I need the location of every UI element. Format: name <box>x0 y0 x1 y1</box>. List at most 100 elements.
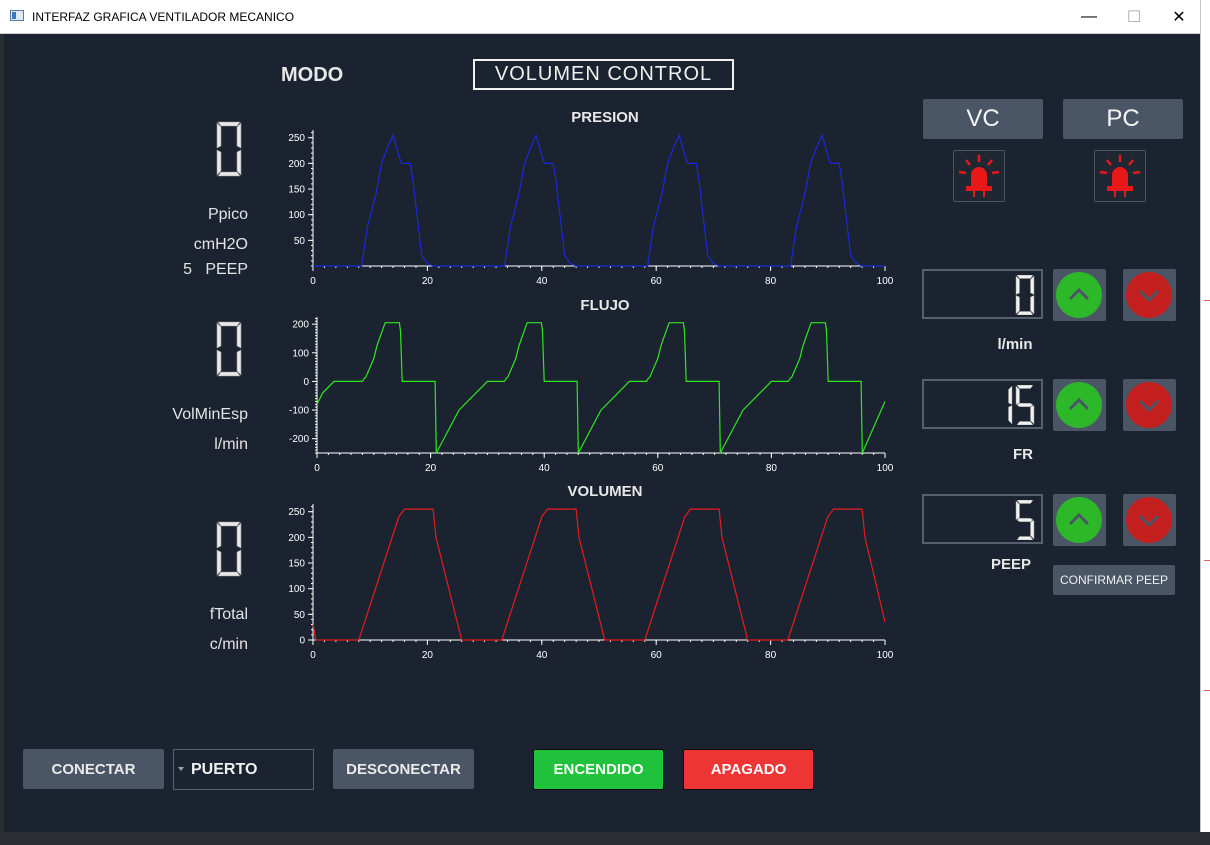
flow-down-button[interactable] <box>1123 269 1176 321</box>
y-tick-label: 200 <box>288 533 305 544</box>
lcd-segment <box>1016 500 1034 504</box>
lcd-segment <box>1016 421 1034 425</box>
lcd-segment <box>1016 403 1034 407</box>
chevron-up-icon <box>1068 287 1090 301</box>
volumen-chart-title: VOLUMEN <box>567 483 643 500</box>
volumen-chart: 0 50 100 150 200 250 0 20 40 60 80 100 <box>288 504 894 661</box>
peep-readout-value: 5 <box>183 261 192 278</box>
port-select[interactable]: PUERTO <box>173 749 314 790</box>
peep-label: PEEP <box>990 556 1032 573</box>
peep-display <box>922 494 1043 544</box>
x-tick-label: 0 <box>310 276 316 287</box>
chevron-down-icon <box>1138 514 1160 528</box>
x-tick-label: 20 <box>425 463 437 474</box>
mode-label: MODO <box>281 64 344 86</box>
window-title: INTERFAZ GRAFICA VENTILADOR MECANICO <box>32 10 295 24</box>
lcd-segment <box>1030 405 1035 425</box>
ppico-unit: cmH2O <box>193 236 248 253</box>
chevron-up-icon <box>1068 512 1090 526</box>
y-tick-label: 0 <box>299 636 305 647</box>
volminesp-label: VolMinEsp <box>172 406 248 423</box>
maximize-button[interactable]: ☐ <box>1126 8 1142 26</box>
close-button[interactable]: ✕ <box>1172 8 1186 26</box>
y-tick-label: 50 <box>294 236 306 247</box>
lcd-segment <box>1008 385 1013 405</box>
ppico-label: Ppico <box>207 206 248 223</box>
background-window-edge <box>1200 0 1210 845</box>
vc-alarm-icon <box>953 150 1005 202</box>
x-tick-label: 80 <box>765 276 777 287</box>
confirm-peep-button[interactable]: CONFIRMAR PEEP <box>1053 565 1175 595</box>
x-tick-label: 80 <box>765 650 777 661</box>
x-tick-label: 20 <box>422 650 434 661</box>
x-tick-label: 40 <box>539 463 551 474</box>
ftotal-lcd <box>216 521 242 577</box>
peep-readout-label: PEEP <box>205 261 248 278</box>
y-tick-label: 50 <box>294 610 306 621</box>
y-tick-label: 100 <box>292 348 309 359</box>
volminesp-lcd <box>216 321 242 377</box>
mode-display: VOLUMEN CONTROL <box>473 59 734 90</box>
flujo-chart: -200 -100 0 100 200 0 20 40 60 80 100 <box>289 317 894 474</box>
lcd-segment <box>1015 500 1020 520</box>
app-icon <box>10 10 24 21</box>
x-tick-label: 40 <box>536 276 548 287</box>
pc-button[interactable]: PC <box>1063 99 1183 139</box>
peep-down-button[interactable] <box>1123 494 1176 546</box>
pc-alarm-icon <box>1094 150 1146 202</box>
power-on-button[interactable]: ENCENDIDO <box>533 749 664 790</box>
ppico-lcd <box>216 121 242 177</box>
flow-up-button[interactable] <box>1053 269 1106 321</box>
fr-lcd-digits <box>1008 385 1035 425</box>
title-bar: INTERFAZ GRAFICA VENTILADOR MECANICO — ☐… <box>0 0 1200 34</box>
lcd-segment <box>1008 405 1013 425</box>
y-tick-label: -100 <box>289 406 309 417</box>
chevron-up-icon <box>1068 397 1090 411</box>
x-tick-label: 60 <box>651 650 663 661</box>
peep-up-button[interactable] <box>1053 494 1106 546</box>
y-tick-label: 100 <box>288 210 305 221</box>
port-select-value: PUERTO <box>191 761 258 778</box>
y-tick-label: 100 <box>288 584 305 595</box>
x-tick-label: 80 <box>766 463 778 474</box>
y-tick-label: 200 <box>288 159 305 170</box>
lcd-segment <box>1030 520 1035 540</box>
dropdown-caret-icon <box>178 767 184 771</box>
lcd-segment <box>1015 295 1020 315</box>
peep-lcd-digits <box>1015 500 1035 540</box>
fr-up-button[interactable] <box>1053 379 1106 431</box>
vc-button[interactable]: VC <box>923 99 1043 139</box>
y-tick-label: 150 <box>288 185 305 196</box>
power-off-button[interactable]: APAGADO <box>683 749 814 790</box>
y-tick-label: 0 <box>303 377 309 388</box>
lcd-segment <box>1016 518 1034 522</box>
presion-chart: 50 100 150 200 250 0 20 40 60 80 100 <box>288 130 894 287</box>
series-line <box>313 133 885 267</box>
peep-readout: 5 PEEP <box>183 261 248 279</box>
x-tick-label: 20 <box>422 276 434 287</box>
x-tick-label: 0 <box>310 650 316 661</box>
x-tick-label: 60 <box>652 463 664 474</box>
lcd-segment <box>1015 275 1020 295</box>
flow-display <box>922 269 1043 319</box>
ftotal-unit: c/min <box>209 636 248 653</box>
ftotal-label: fTotal <box>209 606 248 623</box>
volminesp-unit: l/min <box>214 436 248 453</box>
flow-label: l/min <box>997 336 1033 353</box>
x-tick-label: 60 <box>651 276 663 287</box>
disconnect-button[interactable]: DESCONECTAR <box>333 749 474 789</box>
minimize-button[interactable]: — <box>1081 7 1097 25</box>
y-tick-label: -200 <box>289 434 309 445</box>
connect-button[interactable]: CONECTAR <box>23 749 164 789</box>
y-tick-label: 250 <box>288 507 305 518</box>
y-tick-label: 150 <box>288 559 305 570</box>
x-tick-label: 100 <box>877 463 894 474</box>
chevron-down-icon <box>1138 399 1160 413</box>
background-strip <box>0 832 1210 845</box>
x-tick-label: 100 <box>877 650 894 661</box>
lcd-segment <box>1016 275 1034 279</box>
lcd-segment <box>1016 536 1034 540</box>
fr-down-button[interactable] <box>1123 379 1176 431</box>
lcd-segment <box>1030 295 1035 315</box>
lcd-segment <box>1016 311 1034 315</box>
